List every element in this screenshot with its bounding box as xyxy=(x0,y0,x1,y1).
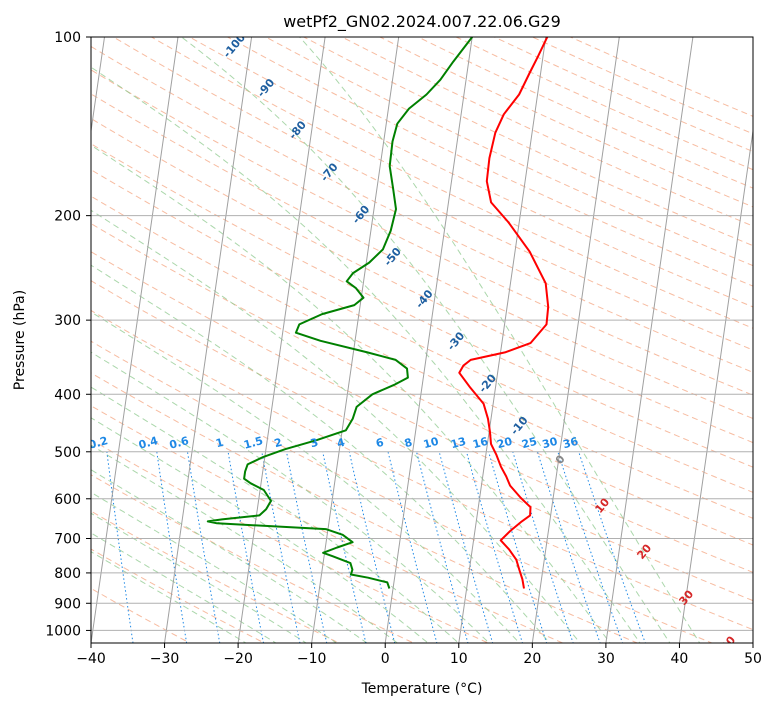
dry-adiabat xyxy=(151,37,753,329)
dry-adiabat xyxy=(91,510,340,643)
mixing-ratio-label: 8 xyxy=(403,436,414,451)
moist-adiabat xyxy=(91,551,247,643)
series-lines xyxy=(206,37,550,589)
x-tick-label: −20 xyxy=(223,651,253,667)
x-tick-label: 20 xyxy=(523,651,541,667)
plot-frame xyxy=(90,36,754,644)
mixing-ratio-label: 20 xyxy=(496,435,514,452)
y-tick-label: 600 xyxy=(54,492,81,508)
isotherm xyxy=(164,37,253,643)
mixing-ratio-label: 13 xyxy=(449,435,467,452)
mixing-ratio-label: 30 xyxy=(541,435,559,452)
mixing-ratio-label: 10 xyxy=(422,435,440,452)
moist-adiabat xyxy=(91,386,460,643)
moist-adiabat xyxy=(91,351,490,643)
moist-adiabat xyxy=(91,264,551,643)
y-tick-label: 100 xyxy=(54,30,81,46)
mixing-ratio-label: 1 xyxy=(214,436,225,451)
moist-adiabat xyxy=(180,37,671,643)
y-tick-label: 300 xyxy=(54,313,81,329)
y-axis-label: Pressure (hPa) xyxy=(12,290,28,390)
mixing-ratio-label: 3 xyxy=(309,436,320,451)
x-tick-label: 40 xyxy=(671,651,689,667)
x-tick-label: −40 xyxy=(76,651,106,667)
x-tick-label: 50 xyxy=(744,651,762,667)
x-axis-ticks: −40 −30 −20 −10 0 10 20 30 40 50 xyxy=(76,643,762,667)
isotherm xyxy=(531,37,620,643)
y-tick-label: 900 xyxy=(54,596,81,612)
mixing-ratio-label: 0.4 xyxy=(137,434,160,452)
isotherm xyxy=(605,37,694,643)
y-tick-label: 1000 xyxy=(45,623,81,639)
mixing-ratio-label: 16 xyxy=(471,435,489,452)
temperature-profile-line xyxy=(458,37,550,589)
isotherm xyxy=(678,127,753,643)
mixing-ratio-label: 6 xyxy=(374,436,385,451)
dry-adiabat xyxy=(91,548,266,643)
moist-adiabat xyxy=(91,209,581,643)
isotherm xyxy=(91,37,179,643)
dry-adiabat xyxy=(113,37,753,351)
chart-title: wetPf2_GN02.2024.007.22.06.G29 xyxy=(283,12,561,32)
x-tick-label: −10 xyxy=(297,651,327,667)
isotherm xyxy=(458,37,547,643)
mixing-ratio-label: 2 xyxy=(273,436,284,451)
mixing-ratio-label: 36 xyxy=(562,435,580,452)
x-tick-label: −30 xyxy=(150,651,180,667)
mixing-ratio-label: 0.6 xyxy=(168,434,191,452)
dry-adiabat-label: 40 xyxy=(718,633,738,653)
grid-lines xyxy=(91,37,753,631)
moist-adiabat xyxy=(91,66,641,643)
y-tick-label: 400 xyxy=(54,387,81,403)
isotherm xyxy=(311,37,400,643)
moist-adiabat xyxy=(298,37,701,643)
x-tick-label: 10 xyxy=(450,651,468,667)
x-tick-label: 30 xyxy=(597,651,615,667)
dewpoint-profile-line xyxy=(206,37,473,589)
moist-adiabat xyxy=(91,417,429,643)
y-tick-label: 200 xyxy=(54,209,81,225)
moist-adiabat xyxy=(91,532,277,643)
mixing-ratio-label: 1.5 xyxy=(242,434,264,452)
y-tick-label: 800 xyxy=(54,566,81,582)
dry-adiabat xyxy=(91,340,714,643)
mixing-ratio-label: 25 xyxy=(520,435,538,452)
moist-adiabat xyxy=(91,144,611,643)
mixing-ratio-label: 4 xyxy=(336,436,347,451)
y-axis-ticks: 1000 900 800 700 600 500 400 300 200 100 xyxy=(45,30,91,639)
moist-adiabat xyxy=(91,469,368,643)
dry-adiabat xyxy=(91,309,753,631)
isotherm xyxy=(237,37,326,643)
y-tick-label: 700 xyxy=(54,532,81,548)
mixing-ratio-label: 0.2 xyxy=(87,434,109,452)
moist-adiabat xyxy=(91,444,399,643)
x-axis-label: Temperature (°C) xyxy=(361,681,483,697)
y-tick-label: 500 xyxy=(54,445,81,461)
x-tick-label: 0 xyxy=(381,651,390,667)
dry-adiabat xyxy=(91,143,753,468)
isotherm xyxy=(384,37,473,643)
